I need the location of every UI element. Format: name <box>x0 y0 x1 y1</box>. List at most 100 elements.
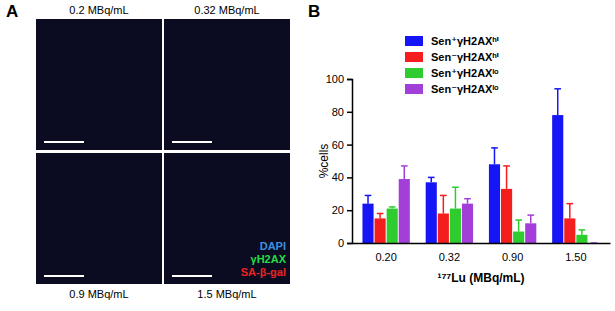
error-cap <box>401 165 408 167</box>
error-stem <box>494 148 496 164</box>
tick: 0.32 <box>439 243 460 263</box>
error-cap <box>452 186 459 188</box>
bar <box>564 218 575 243</box>
legend-swatch <box>405 84 423 94</box>
error-bar <box>566 204 573 219</box>
tick: 100 <box>326 73 352 85</box>
stain-label: SA-β-gal <box>241 266 286 278</box>
bar <box>462 204 473 243</box>
tick-mark <box>347 243 352 245</box>
error-cap <box>566 203 573 205</box>
axis-line <box>347 80 353 244</box>
scale-bar <box>172 275 212 277</box>
bar <box>399 179 410 243</box>
error-stem <box>557 89 559 115</box>
error-cap <box>428 177 435 179</box>
error-bar <box>527 215 534 223</box>
error-stem <box>530 215 532 223</box>
legend-item: Sen⁻γH2AXˡᵒ <box>405 83 499 95</box>
error-cap <box>440 195 447 197</box>
tick-label: 0.90 <box>502 251 523 263</box>
tick: 40 <box>332 171 352 183</box>
error-stem <box>518 220 520 231</box>
error-bar <box>515 220 522 231</box>
error-bar <box>554 89 561 115</box>
error-bar <box>389 207 396 209</box>
tick-label: 40 <box>332 171 344 183</box>
tick: 0.20 <box>375 243 396 263</box>
error-cap <box>554 88 561 90</box>
error-bar <box>440 195 447 213</box>
tick-label: 80 <box>332 106 344 118</box>
axis-title: ¹⁷⁷Lu (MBq/mL) <box>437 271 524 285</box>
legend-swatch <box>405 68 423 78</box>
error-stem <box>506 166 508 189</box>
bar <box>438 213 449 243</box>
error-bar <box>464 199 471 204</box>
tick-mark <box>347 144 352 146</box>
bar <box>525 223 536 243</box>
tick-label: 1.50 <box>565 251 586 263</box>
legend-item: Sen⁻γH2AXʰⁱ <box>405 51 499 63</box>
image-label: 0.2 MBq/mL <box>69 4 128 16</box>
tick: 80 <box>332 106 352 118</box>
error-cap <box>464 198 471 200</box>
micrograph <box>36 153 162 284</box>
error-cap <box>527 214 534 216</box>
legend-label: Sen⁺γH2AXˡᵒ <box>431 67 499 79</box>
bar <box>387 209 398 243</box>
bar <box>552 115 563 243</box>
panel-letter: A <box>6 2 18 21</box>
axis-line <box>353 243 611 245</box>
error-bar <box>428 177 435 182</box>
bar <box>489 164 500 243</box>
micrograph <box>164 19 290 150</box>
tick-label: 60 <box>332 139 344 151</box>
error-stem <box>404 166 406 179</box>
image-label: 0.9 MBq/mL <box>69 288 128 300</box>
legend-item: Sen⁺γH2AXˡᵒ <box>405 67 499 79</box>
error-bar <box>452 187 459 208</box>
error-bar <box>503 166 510 189</box>
scale-bar <box>44 141 84 143</box>
error-stem <box>455 187 457 208</box>
bar <box>362 204 373 243</box>
micrograph <box>36 19 162 150</box>
tick-mark <box>347 79 352 81</box>
error-bar <box>365 195 372 203</box>
tick-mark <box>347 112 352 114</box>
tick: 60 <box>332 139 352 151</box>
error-cap <box>491 147 498 149</box>
scale-bar <box>172 141 212 143</box>
legend-label: Sen⁻γH2AXˡᵒ <box>431 83 499 95</box>
tick-label: 0.32 <box>439 251 460 263</box>
legend-label: Sen⁺γH2AXʰⁱ <box>431 35 499 47</box>
legend-swatch <box>405 52 423 62</box>
scale-bar <box>44 275 84 277</box>
error-bar <box>491 148 498 164</box>
error-cap <box>515 219 522 221</box>
error-cap <box>579 229 586 231</box>
figure: A 0.2 MBq/mL 0.32 MBq/mL 0.9 MBq/mL 1.5 MBq/… <box>0 0 615 311</box>
bar <box>501 189 512 243</box>
panel-letter: B <box>308 2 320 21</box>
tick-mark <box>347 210 352 212</box>
legend-item: Sen⁺γH2AXʰⁱ <box>405 35 499 47</box>
error-stem <box>443 195 445 213</box>
legend-label: Sen⁻γH2AXʰⁱ <box>431 51 499 63</box>
error-bar <box>401 166 408 179</box>
stain-label: DAPI <box>260 240 286 252</box>
error-stem <box>569 204 571 219</box>
error-stem <box>367 195 369 203</box>
image-label: 1.5 MBq/mL <box>197 288 256 300</box>
tick-mark <box>347 177 352 179</box>
x-axis: 0.20 0.32 0.90 1.50 <box>353 243 611 263</box>
stain-label: γH2AX <box>251 253 287 265</box>
bar <box>513 232 524 243</box>
error-bar <box>579 230 586 235</box>
error-bar <box>377 213 384 218</box>
tick: 20 <box>332 204 352 216</box>
error-cap <box>389 206 396 208</box>
bar <box>576 235 587 243</box>
image-label: 0.32 MBq/mL <box>194 4 259 16</box>
